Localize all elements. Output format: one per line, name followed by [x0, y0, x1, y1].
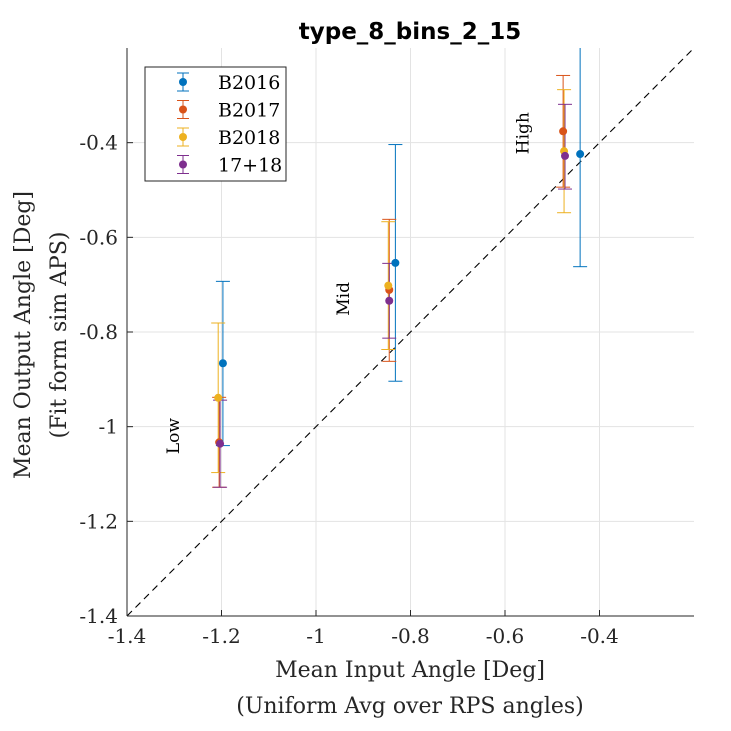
point-0-2	[576, 150, 585, 159]
legend-label: B2018	[218, 127, 280, 149]
point-1-2	[559, 127, 568, 136]
legend-label: B2016	[218, 72, 280, 94]
point-3-2	[561, 151, 570, 160]
errorbar-3-2	[558, 103, 573, 190]
point-0-1	[391, 258, 400, 267]
legend-label: 17+18	[218, 155, 282, 177]
x-tick-label-2: -1	[306, 624, 325, 648]
reference-diagonal-line	[126, 47, 695, 617]
data-points	[214, 127, 585, 448]
ticks	[126, 142, 600, 617]
y-axis-label-line2: (Fit form sim APS)	[47, 231, 72, 438]
legend-marker	[179, 160, 187, 169]
y-tick-label-5: -0.4	[79, 131, 118, 155]
y-tick-label-2: -1	[99, 415, 118, 439]
point-0-0	[218, 359, 227, 368]
x-tick-label-5: -0.4	[580, 624, 619, 648]
x-axis-label-line1: Mean Input Angle [Deg]	[275, 658, 545, 683]
tick-labels: -1.4 -1.2 -1 -0.8 -0.6 -0.4 -1.4 -1.2 -1 -0.8 -0.6…	[79, 131, 618, 648]
annotation-low: Low	[164, 418, 184, 455]
point-3-1	[385, 296, 394, 305]
legend-entry-1: B2017	[177, 100, 280, 122]
legend-entry-0: B2016	[177, 72, 280, 94]
x-axis-label-line2: (Uniform Avg over RPS angles)	[236, 694, 584, 719]
legend: B2016 B2017 B2018 17+18	[144, 66, 287, 182]
legend-entry-3: 17+18	[177, 155, 282, 177]
y-tick-label-0: -1.4	[79, 604, 118, 628]
legend-label: B2017	[218, 100, 280, 122]
y-axis-label-line1: Mean Output Angle [Deg]	[11, 191, 36, 479]
x-tick-label-0: -1.4	[108, 624, 147, 648]
annotations: Low Mid High	[164, 112, 534, 454]
legend-entry-2: B2018	[177, 127, 280, 149]
legend-marker	[179, 105, 187, 114]
point-2-0	[214, 393, 223, 402]
annotation-high: High	[514, 112, 534, 154]
point-3-0	[216, 439, 225, 448]
y-tick-label-4: -0.6	[79, 225, 118, 249]
y-tick-label-1: -1.2	[79, 509, 118, 533]
legend-marker	[179, 133, 187, 141]
chart-title: type_8_bins_2_15	[299, 19, 521, 45]
x-tick-label-4: -0.6	[486, 624, 525, 648]
annotation-mid: Mid	[334, 282, 354, 316]
x-tick-label-3: -0.8	[391, 624, 430, 648]
y-tick-label-3: -0.8	[79, 320, 118, 344]
point-2-1	[384, 281, 393, 290]
legend-box	[144, 66, 287, 182]
legend-marker	[179, 78, 187, 86]
x-tick-label-1: -1.2	[202, 624, 241, 648]
